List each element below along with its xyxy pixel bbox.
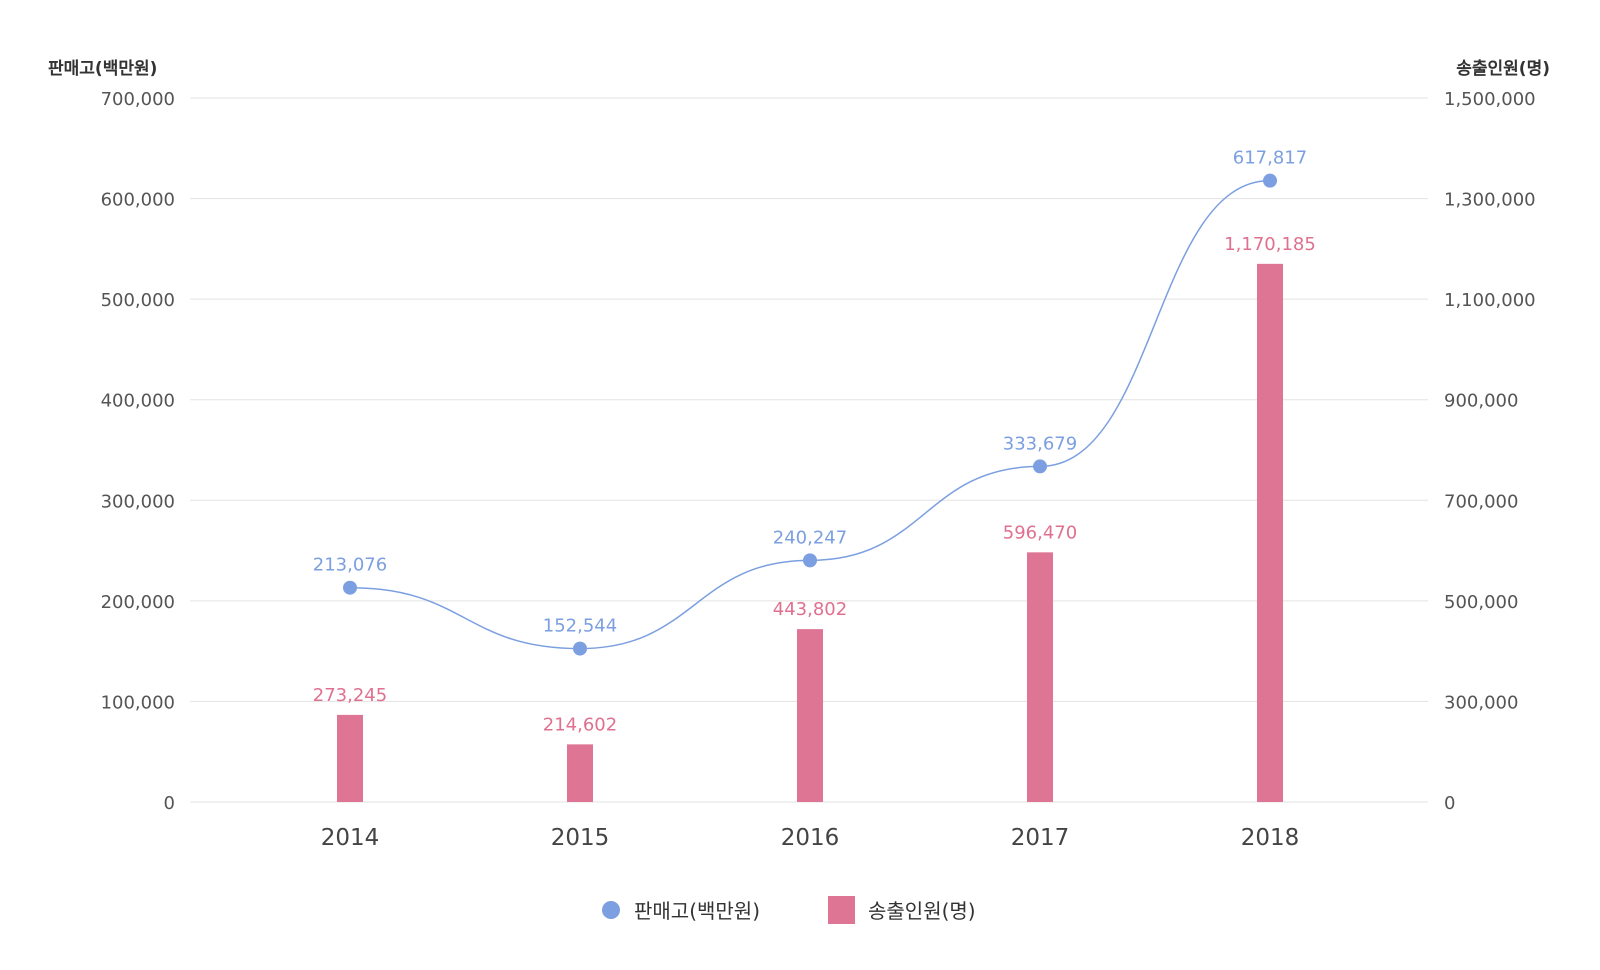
right-tick-label: 900,000 <box>1444 391 1518 412</box>
right-tick-label: 300,000 <box>1444 692 1518 713</box>
line-data-label: 152,544 <box>543 616 617 637</box>
right-tick-label: 1,500,000 <box>1444 89 1536 110</box>
right-tick-label: 700,000 <box>1444 491 1518 512</box>
legend: 판매고(백만원) 송출인원(명) <box>602 896 976 924</box>
right-tick-label: 1,300,000 <box>1444 190 1536 211</box>
x-tick-label: 2018 <box>1241 825 1300 851</box>
line-data-label: 213,076 <box>313 555 387 576</box>
bar-data-label: 273,245 <box>313 685 387 706</box>
left-tick-label: 400,000 <box>101 391 175 412</box>
line-point <box>343 580 357 595</box>
right-tick-label: 0 <box>1444 793 1455 814</box>
bar <box>1257 263 1283 802</box>
left-tick-label: 600,000 <box>101 190 175 211</box>
bar-data-label: 596,470 <box>1003 522 1077 543</box>
left-axis-ticks: 700,000 600,000 500,000 400,000 300,000 200,0… <box>101 89 175 814</box>
gridlines <box>190 97 1428 803</box>
legend-label-line: 판매고(백만원) <box>634 899 760 923</box>
x-tick-label: 2015 <box>551 825 610 851</box>
left-tick-label: 300,000 <box>101 491 175 512</box>
line-path <box>349 179 1271 650</box>
left-tick-label: 100,000 <box>101 692 175 713</box>
right-axis-ticks: 1,500,000 1,300,000 1,100,000 900,000 700,00… <box>1444 89 1536 814</box>
right-axis-title: 송출인원(명) <box>1456 59 1550 79</box>
line-data-label: 240,247 <box>773 527 847 548</box>
left-tick-label: 200,000 <box>101 592 175 613</box>
legend-marker-bar <box>828 896 855 924</box>
bar-data-label: 1,170,185 <box>1224 234 1316 255</box>
line-data-label: 333,679 <box>1003 433 1077 454</box>
bar-data-label: 443,802 <box>773 599 847 620</box>
left-tick-label: 700,000 <box>101 89 175 110</box>
bar <box>797 629 823 802</box>
line-point <box>803 553 817 568</box>
line-point <box>573 641 587 656</box>
legend-label-bar: 송출인원(명) <box>868 899 976 923</box>
bar <box>567 744 593 802</box>
line-data-label: 617,817 <box>1233 148 1307 169</box>
line-series: 213,076 152,544 240,247 333,679 617,817 <box>313 148 1307 656</box>
line-point <box>1263 173 1277 188</box>
line-point <box>1033 459 1047 474</box>
bar <box>1027 552 1053 802</box>
bar-data-label: 214,602 <box>543 714 617 735</box>
x-axis-ticks: 2014 2015 2016 2017 2018 <box>321 825 1300 851</box>
left-tick-label: 500,000 <box>101 290 175 311</box>
left-axis-title: 판매고(백만원) <box>48 59 157 79</box>
bar-series: 273,245 214,602 443,802 596,470 1,170,185 <box>313 234 1316 802</box>
bar <box>337 714 363 802</box>
x-tick-label: 2016 <box>781 825 840 851</box>
legend-marker-line <box>602 901 620 919</box>
right-tick-label: 500,000 <box>1444 592 1518 613</box>
right-tick-label: 1,100,000 <box>1444 290 1536 311</box>
x-tick-label: 2014 <box>321 825 380 851</box>
x-tick-label: 2017 <box>1011 825 1070 851</box>
left-tick-label: 0 <box>164 793 175 814</box>
